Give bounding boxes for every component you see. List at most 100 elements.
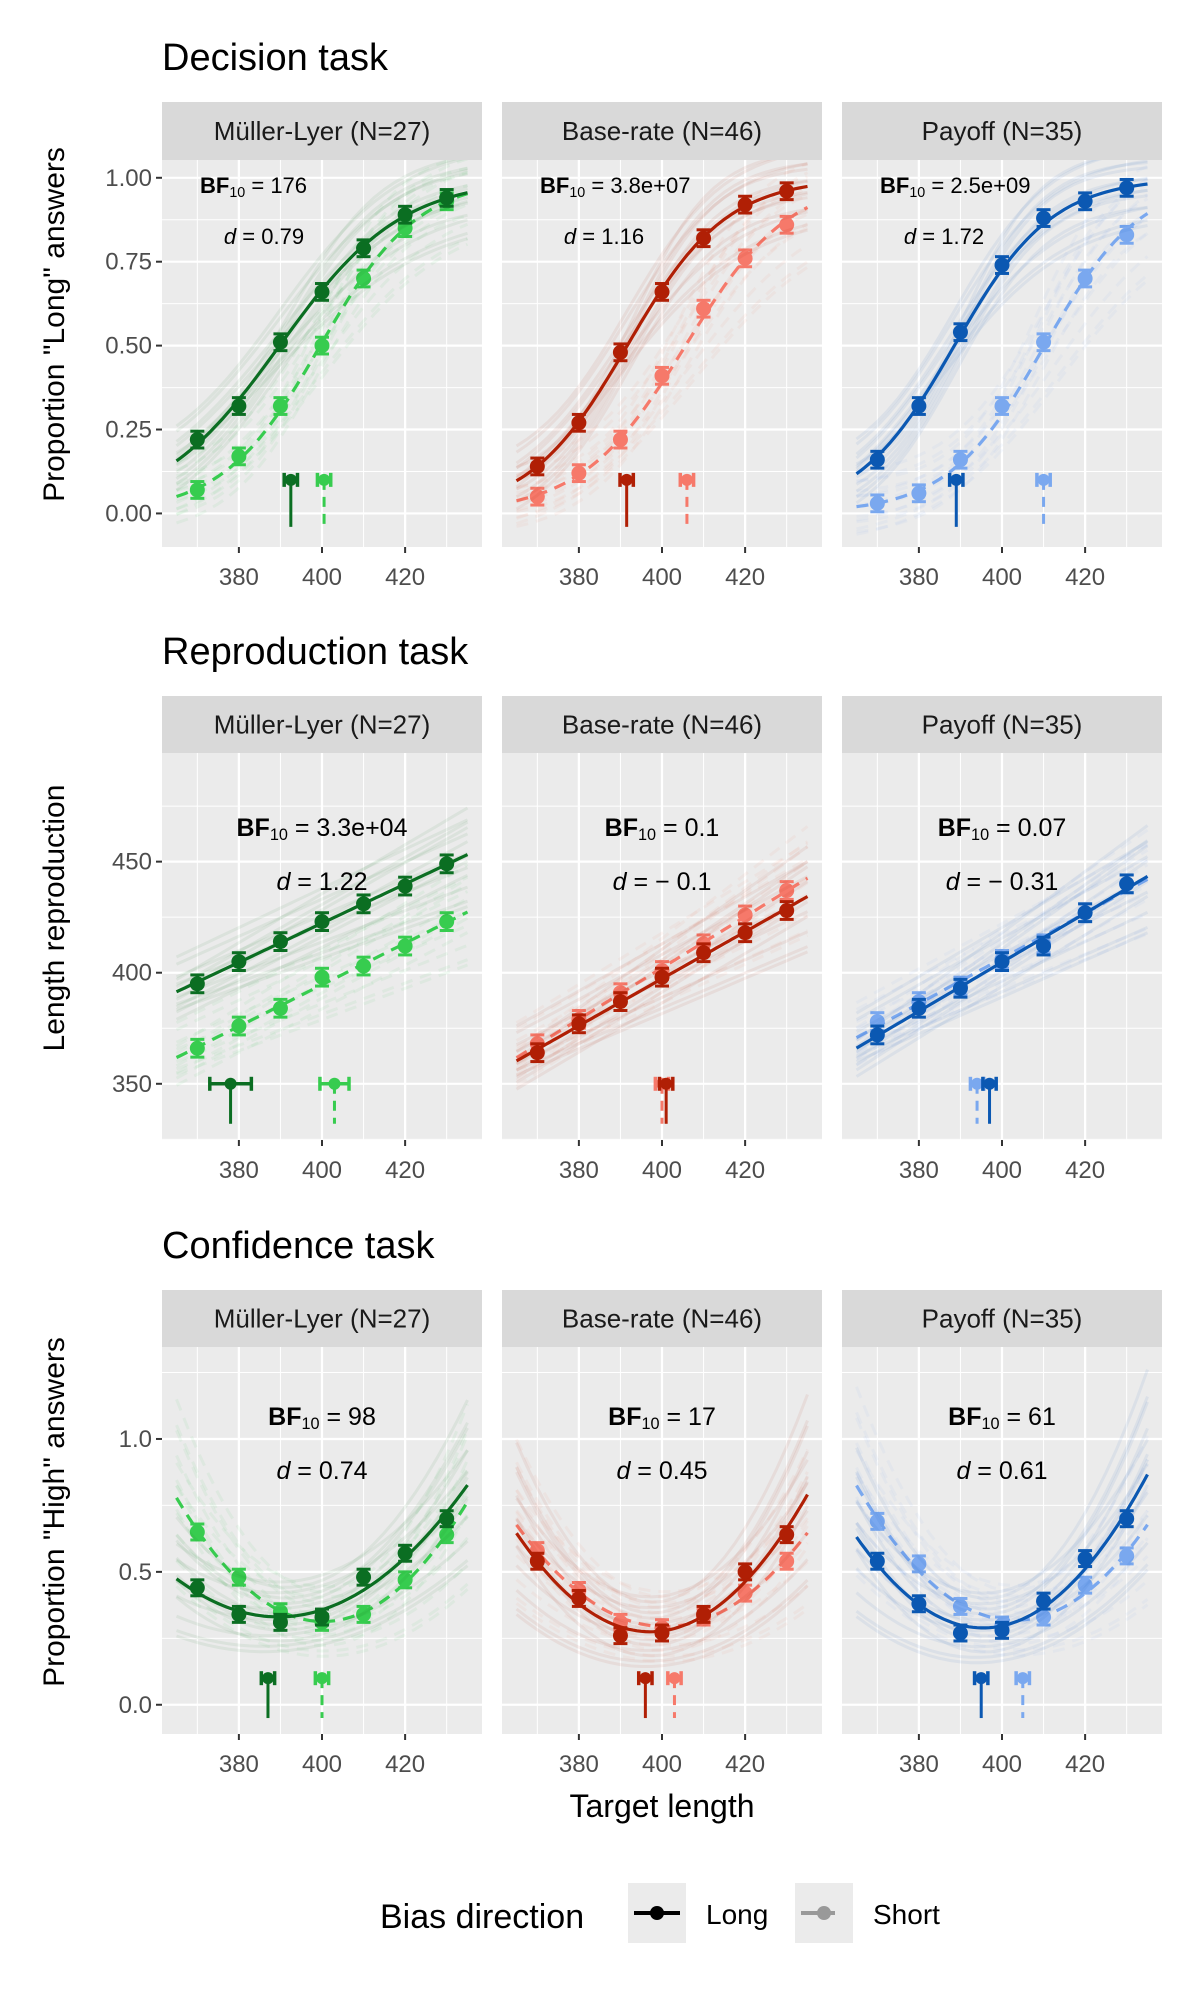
data-point-long [737,925,753,941]
data-point-short [439,1527,455,1543]
data-point-long [314,914,330,930]
individual-fit-line [515,915,809,1091]
data-point-long [1119,1511,1135,1527]
pse-point-long [284,473,297,486]
individual-fit-line [176,201,468,516]
data-point-long [779,1527,795,1543]
bf-label: BF [938,814,971,842]
panel-mllerlyer: Müller-Lyer (N=27) 380 400 420 350 400 450 BF10… [112,696,482,1184]
individual-fit-line [515,1425,809,1620]
individual-fit-line [175,931,469,1087]
individual-fit-line [175,806,469,981]
individual-fit-line [856,193,1149,483]
individual-fit-line [175,818,469,959]
data-point-long [779,903,795,919]
x-tick-label: 420 [1065,1157,1105,1184]
individual-fit-line [515,896,809,1088]
individual-fit-line [516,162,809,479]
effect-size-annotation: d = 1.16 [564,224,644,249]
individual-fit-line [175,170,469,472]
pse-point-long [620,473,633,486]
individual-fit-line [175,1427,469,1605]
individual-fit-line [515,840,809,1059]
individual-fit-line [855,840,1149,1015]
bayes-factor-annotation: BF10 = 0.1 [605,814,720,844]
legend-title: Bias direction [380,1898,584,1936]
individual-fit-line [855,1568,1149,1652]
effect-size-annotation: d = − 0.31 [946,868,1059,896]
individual-fit-line [855,843,1149,1005]
d-label: d [276,1457,291,1485]
individual-fit-line [515,1393,809,1604]
individual-fit-line [516,212,809,519]
individual-fit-line [515,950,809,1077]
data-point-short [779,1553,795,1569]
individual-fit-line [515,845,809,1054]
data-point-short [737,250,753,266]
individual-fit-line [856,279,1149,536]
data-point-short [356,1606,372,1622]
data-point-long [189,432,205,448]
facet-strip-label: Base-rate (N=46) [562,710,762,740]
individual-fit-line [855,1563,1149,1659]
individual-fit-line [515,223,808,483]
individual-fit-line [855,160,1103,441]
data-point-short [231,448,247,464]
panel-baserate: Base-rate (N=46) 380 400 420 BF10 = 0.1 d = −… [502,696,822,1184]
data-point-short [952,452,968,468]
bf-value: 3.3e+04 [316,814,407,842]
x-tick-label: 380 [559,1751,599,1778]
legend-label-long: Long [706,1899,768,1930]
individual-fit-line [516,207,809,514]
individual-fit-line [515,167,808,483]
x-tick-label: 380 [899,564,939,591]
data-point-short [869,1513,885,1529]
data-point-long [1077,193,1093,209]
row-title: Decision task [162,37,389,79]
y-tick-label: 350 [112,1071,152,1098]
bf-value: 0.1 [685,814,720,842]
d-label: d [616,1457,631,1485]
individual-fit-line [855,205,1148,505]
data-point-long [1077,905,1093,921]
data-point-short [272,1000,288,1016]
data-point-long [612,1628,628,1644]
x-tick-label: 420 [1065,564,1105,591]
individual-fit-line [175,1498,469,1643]
x-tick-label: 400 [302,1157,342,1184]
fit-line-short [516,205,809,503]
data-point-long [696,1606,712,1622]
d-eq: = [970,1457,999,1485]
individual-fit-line [516,180,809,495]
data-point-short [189,482,205,498]
individual-fit-line [856,217,1149,524]
facet-strip-label: Base-rate (N=46) [562,1304,762,1334]
pse-point-long [983,1077,996,1090]
data-point-long [529,1553,545,1569]
panel-marks [175,806,469,1124]
individual-fit-line [175,877,469,1055]
data-point-long [397,878,413,894]
bf-value: 3.8e+07 [610,173,690,198]
individual-fit-line [175,1424,469,1605]
individual-fit-line [175,1449,469,1616]
data-point-long [356,896,372,912]
individual-fit-line [515,228,808,489]
data-point-long [911,398,927,414]
data-point-long [272,934,288,950]
individual-fit-line [515,1438,809,1599]
y-axis-title: Proportion "High" answers [38,1337,71,1687]
x-tick-label: 380 [219,1157,259,1184]
individual-fit-line [855,160,1148,446]
bf-label: BF [948,1403,981,1431]
panel-marks [175,1398,469,1719]
individual-fit-line [175,222,469,505]
individual-fit-line [515,1516,809,1642]
data-point-long [952,980,968,996]
d-label: d [613,868,628,896]
data-point-long [231,398,247,414]
individual-fit-line [855,1462,1149,1606]
data-point-long [994,954,1010,970]
individual-fit-line [175,218,468,457]
row-title: Confidence task [162,1225,435,1267]
